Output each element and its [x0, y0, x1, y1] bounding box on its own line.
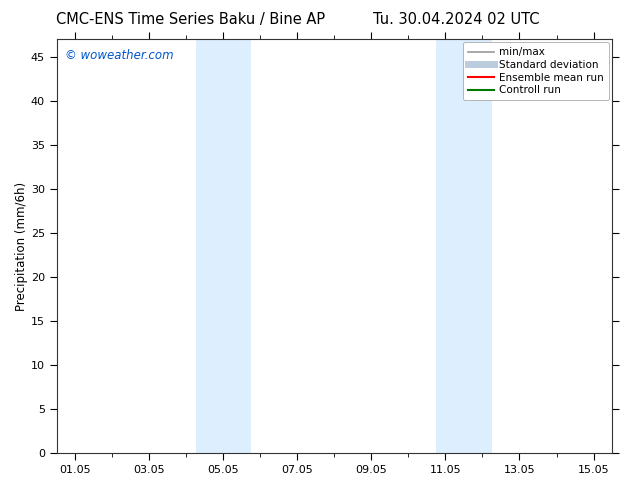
Text: CMC-ENS Time Series Baku / Bine AP: CMC-ENS Time Series Baku / Bine AP: [56, 12, 325, 27]
Legend: min/max, Standard deviation, Ensemble mean run, Controll run: min/max, Standard deviation, Ensemble me…: [463, 42, 609, 100]
Bar: [436, 39, 492, 453]
Y-axis label: Precipitation (mm/6h): Precipitation (mm/6h): [15, 182, 28, 311]
Text: Tu. 30.04.2024 02 UTC: Tu. 30.04.2024 02 UTC: [373, 12, 540, 27]
Text: © woweather.com: © woweather.com: [65, 49, 174, 62]
Bar: [195, 39, 251, 453]
